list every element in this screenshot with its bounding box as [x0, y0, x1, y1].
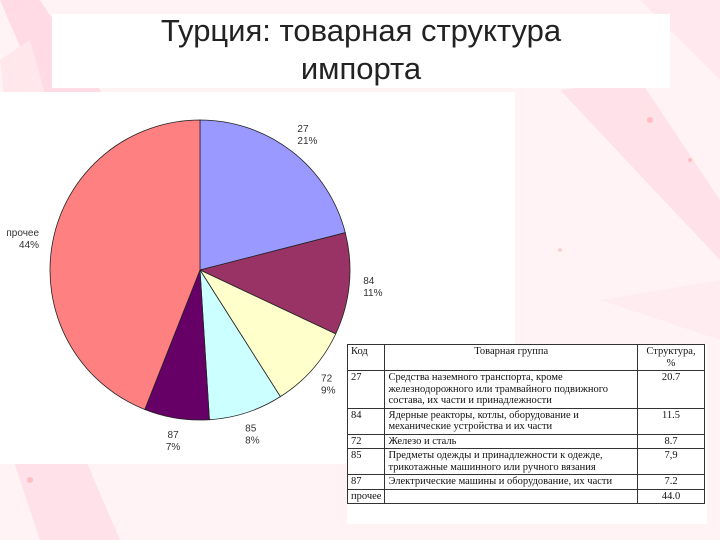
- slice-label-code: 27: [297, 124, 309, 135]
- slice-label-code: прочее: [6, 228, 39, 239]
- table-row: 72 Железо и сталь 8.7: [347, 433, 705, 449]
- row-share: 11.5: [637, 407, 705, 435]
- table-row: 27 Средства наземного транспорта, кроме …: [347, 370, 705, 409]
- row-code: 84: [347, 407, 386, 435]
- slice-label-code: 85: [245, 424, 257, 435]
- pie-slice-72: [198, 269, 337, 398]
- row-group: Железо и сталь: [384, 433, 638, 449]
- row-group: [384, 488, 638, 504]
- header-share: Структура, %: [637, 344, 705, 371]
- slice-label-percent: 7%: [166, 442, 181, 453]
- slice-label-percent: 11%: [363, 288, 382, 299]
- row-share: 7,9: [637, 448, 705, 475]
- row-code: 87: [347, 474, 386, 490]
- row-share: 8.7: [637, 433, 705, 449]
- structure-table-panel: Код Товарная группа Структура, % 27 Сред…: [347, 344, 707, 524]
- row-code: прочее: [347, 488, 386, 504]
- table-row: 84 Ядерные реакторы, котлы, оборудование…: [347, 407, 705, 435]
- header-group: Товарная группа: [384, 344, 638, 371]
- row-code: 27: [347, 370, 386, 409]
- slide-title: Турция: товарная структура импорта: [160, 13, 562, 86]
- slice-label-code: 84: [363, 276, 375, 287]
- row-group: Предметы одежды и принадлежности к одежд…: [384, 448, 638, 475]
- structure-table: Код Товарная группа Структура, % 27 Сред…: [347, 344, 705, 504]
- pie-slice-27: [199, 119, 346, 271]
- header-code: Код: [347, 344, 386, 371]
- table-row: прочее 44.0: [347, 488, 705, 504]
- table-row: 85 Предметы одежды и принадлежности к од…: [347, 448, 705, 475]
- row-share: 7.2: [637, 474, 705, 490]
- slice-label-percent: 8%: [245, 436, 260, 447]
- slice-label-code: 72: [321, 374, 333, 385]
- table-header-row: Код Товарная группа Структура, %: [347, 344, 705, 371]
- slice-label-code: 87: [168, 430, 180, 441]
- slice-label-percent: 44%: [19, 240, 39, 251]
- pie-slice-84: [198, 232, 351, 335]
- row-group: Средства наземного транспорта, кроме жел…: [384, 370, 638, 409]
- row-code: 72: [347, 433, 386, 449]
- row-share: 44.0: [637, 488, 705, 504]
- table-row: 87 Электрические машины и оборудование, …: [347, 474, 705, 490]
- pie-slice-прочее: [49, 119, 201, 410]
- row-group: Ядерные реакторы, котлы, оборудование и …: [384, 407, 638, 435]
- slice-label-percent: 9%: [321, 386, 336, 397]
- row-code: 85: [347, 448, 386, 475]
- slice-label-percent: 21%: [297, 136, 317, 147]
- row-group: Электрические машины и оборудование, их …: [384, 474, 638, 490]
- title-box: [52, 14, 670, 88]
- row-share: 20.7: [637, 370, 705, 409]
